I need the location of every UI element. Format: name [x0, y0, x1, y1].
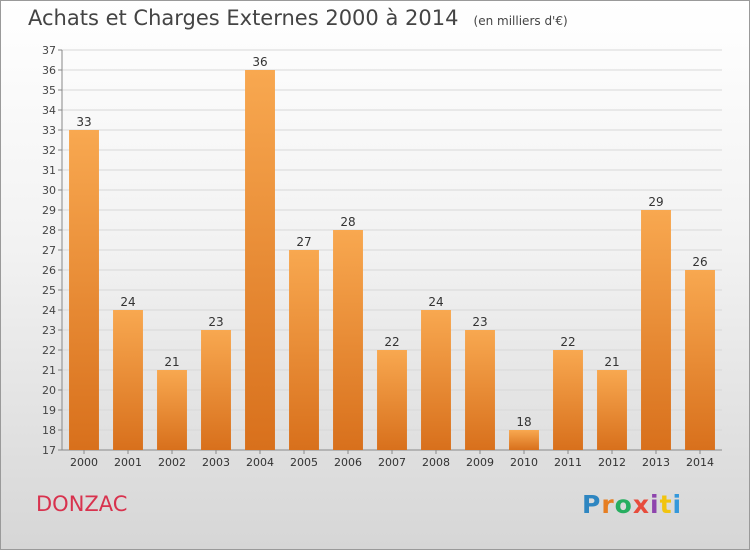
x-tick-label: 2010 — [510, 456, 538, 469]
logo-letter: P — [582, 490, 602, 519]
bar-value-label: 21 — [604, 355, 619, 369]
x-tick-label: 2013 — [642, 456, 670, 469]
x-tick-label: 2011 — [554, 456, 582, 469]
y-tick-label: 21 — [42, 364, 56, 377]
bar-2012 — [597, 370, 627, 450]
x-tick-label: 2003 — [202, 456, 230, 469]
chart-header: Achats et Charges Externes 2000 à 2014 (… — [28, 6, 568, 30]
bar-2009 — [465, 330, 495, 450]
bar-value-label: 21 — [164, 355, 179, 369]
y-tick-label: 27 — [42, 244, 56, 257]
bar-2007 — [377, 350, 407, 450]
logo-letter: x — [632, 490, 650, 519]
x-tick-label: 2009 — [466, 456, 494, 469]
y-tick-label: 25 — [42, 284, 56, 297]
y-tick-label: 23 — [42, 324, 56, 337]
bar-value-label: 36 — [252, 55, 267, 69]
bar-2002 — [157, 370, 187, 450]
logo-letter: i — [650, 490, 660, 519]
labels: 17 18 19 20 21 22 23 24 25 26 27 28 29 30 31 32 33 34 35 36… — [42, 44, 714, 469]
y-tick-label: 35 — [42, 84, 56, 97]
y-tick-label: 19 — [42, 404, 56, 417]
x-tick-label: 2012 — [598, 456, 626, 469]
x-tick-label: 2008 — [422, 456, 450, 469]
y-tick-label: 32 — [42, 144, 56, 157]
x-tick-label: 2004 — [246, 456, 274, 469]
logo-letter: o — [614, 490, 633, 519]
x-tick-label: 2000 — [70, 456, 98, 469]
bar-value-label: 18 — [516, 415, 531, 429]
y-tick-label: 18 — [42, 424, 56, 437]
bar-value-label: 23 — [208, 315, 223, 329]
place-name: DONZAC — [36, 492, 128, 516]
x-tick-label: 2002 — [158, 456, 186, 469]
logo-letter: r — [601, 490, 615, 519]
bar-value-label: 33 — [76, 115, 91, 129]
logo-letter: t — [659, 490, 673, 519]
bars — [69, 70, 715, 450]
y-tick-label: 28 — [42, 224, 56, 237]
x-tick-label: 2007 — [378, 456, 406, 469]
bar-value-label: 24 — [428, 295, 443, 309]
bar-2008 — [421, 310, 451, 450]
y-tick-label: 24 — [42, 304, 56, 317]
y-tick-label: 20 — [42, 384, 56, 397]
chart-subtitle: (en milliers d'€) — [473, 14, 568, 28]
x-tick-label: 2005 — [290, 456, 318, 469]
bar-2001 — [113, 310, 143, 450]
x-tick-label: 2014 — [686, 456, 714, 469]
bar-2010 — [509, 430, 539, 450]
bar-2004 — [245, 70, 275, 450]
bar-2000 — [69, 130, 99, 450]
y-tick-label: 36 — [42, 64, 56, 77]
y-tick-label: 30 — [42, 184, 56, 197]
bar-value-label: 26 — [692, 255, 707, 269]
y-tick-label: 33 — [42, 124, 56, 137]
bar-value-label: 24 — [120, 295, 135, 309]
bar-value-label: 29 — [648, 195, 663, 209]
x-tick-label: 2006 — [334, 456, 362, 469]
bar-2005 — [289, 250, 319, 450]
x-tick-label: 2001 — [114, 456, 142, 469]
y-tick-label: 26 — [42, 264, 56, 277]
bar-value-label: 28 — [340, 215, 355, 229]
logo-letter: i — [672, 490, 683, 519]
bar-2014 — [685, 270, 715, 450]
y-tick-label: 22 — [42, 344, 56, 357]
bar-2006 — [333, 230, 363, 450]
y-tick-label: 37 — [42, 44, 56, 57]
bar-value-label: 22 — [560, 335, 575, 349]
bar-value-label: 27 — [296, 235, 311, 249]
bar-value-label: 23 — [472, 315, 487, 329]
chart-title: Achats et Charges Externes 2000 à 2014 — [28, 6, 459, 30]
proxiti-logo: Proxiti — [582, 490, 682, 519]
bar-value-label: 22 — [384, 335, 399, 349]
y-tick-label: 34 — [42, 104, 56, 117]
y-tick-label: 17 — [42, 444, 56, 457]
bar-2013 — [641, 210, 671, 450]
y-tick-label: 31 — [42, 164, 56, 177]
y-tick-label: 29 — [42, 204, 56, 217]
bar-2011 — [553, 350, 583, 450]
bar-2003 — [201, 330, 231, 450]
